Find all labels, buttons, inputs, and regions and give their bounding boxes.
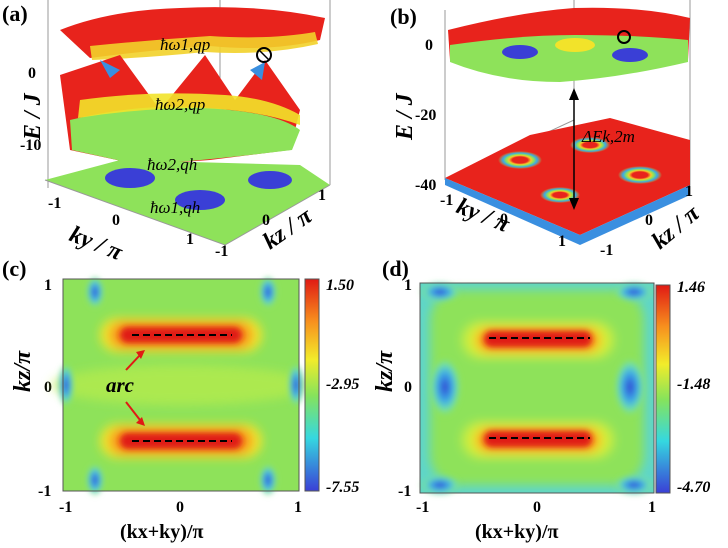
z-axis-label: E / J	[392, 92, 418, 141]
y-tick: 0	[645, 212, 653, 229]
heatmap	[51, 276, 311, 496]
z-tick: -20	[415, 107, 436, 124]
x-tick: -1	[416, 499, 429, 516]
blue-minima	[58, 276, 304, 496]
panel-d: (d) kz/π 1 0 -1	[372, 256, 710, 543]
y-tick: -1	[600, 242, 613, 259]
panel-label: (c)	[2, 256, 26, 281]
y-tick: 1	[318, 187, 326, 204]
band-label: ħω1,qh	[150, 198, 200, 217]
lower-band-blue-spot	[105, 168, 155, 188]
upper-band-yellow	[90, 32, 318, 60]
band-label: ħω2,qh	[147, 155, 197, 174]
colorbar-tick: -2.95	[326, 376, 359, 393]
y-tick: 1	[685, 183, 693, 200]
colorbar-tick: 1.50	[326, 277, 354, 294]
panel-label: (b)	[390, 4, 417, 29]
y-tick: -1	[215, 243, 228, 260]
z-tick: 0	[425, 37, 433, 54]
weyl-point-marker	[258, 49, 270, 61]
x-tick: -1	[59, 499, 72, 516]
z-tick: -40	[415, 177, 436, 194]
band-label: ħω2,qp	[155, 95, 205, 114]
x-tick: 1	[648, 499, 656, 516]
blue-minima	[420, 282, 654, 495]
colorbar-tick: -1.48	[677, 376, 710, 393]
box-base-edge	[44, 179, 331, 246]
lower-band-blue-spot	[175, 190, 225, 210]
y-tick: 0	[44, 379, 52, 396]
lower-band-ring	[498, 151, 542, 169]
upper-band-yellow-spot	[555, 38, 595, 52]
x-tick: 1	[186, 231, 194, 248]
arc-arrow	[125, 354, 141, 371]
y-axis-label: kz/π	[10, 350, 36, 392]
panel-label: (a)	[2, 1, 28, 26]
x-tick: 0	[112, 212, 120, 229]
z-axis-label: E / J	[20, 92, 46, 141]
x-tick: 1	[294, 499, 302, 516]
x-axis-label: (kx+ky)/π	[475, 521, 559, 543]
gap-arrow-head	[569, 198, 579, 210]
gap-arrow-head	[569, 88, 579, 100]
lower-band-ring	[570, 137, 610, 153]
x-axis-label: (kx+ky)/π	[120, 521, 204, 543]
colorbar	[304, 278, 320, 492]
upper-band-blue-spot	[502, 45, 538, 59]
lower-band-blue-spot	[248, 171, 292, 189]
panel-c: (c) kz/π 1 0 -1	[2, 256, 359, 543]
x-tick: 0	[176, 499, 184, 516]
x-tick: -1	[440, 192, 453, 209]
y-tick: 0	[262, 212, 270, 229]
arc-arrow	[125, 401, 141, 421]
middle-band-green	[70, 106, 300, 165]
z-tick: 0	[28, 65, 36, 82]
band-label: ħω1,qp	[160, 35, 210, 54]
x-tick: 1	[558, 233, 566, 250]
colorbar-tick: 1.46	[677, 279, 705, 296]
arc-arrow-head	[136, 417, 145, 426]
colorbar-tick: -7.55	[326, 479, 359, 496]
x-tick: 0	[500, 211, 508, 228]
lower-band-bottom	[445, 178, 690, 245]
colorbar	[655, 284, 671, 494]
y-tick: 1	[44, 277, 52, 294]
y-tick: -1	[398, 483, 411, 500]
heatmap	[419, 282, 655, 495]
panel-label: (d)	[382, 256, 409, 281]
arc-annotation: arc	[106, 373, 135, 397]
panel-a: (a) ħω1,qp ħω2,qp ħω2,qh ħω1,qh E / J 0 …	[2, 0, 331, 266]
arc-arrow-head	[136, 350, 145, 359]
z-tick: -10	[20, 137, 41, 154]
middle-band-yellow	[78, 93, 300, 125]
lower-band-surface	[445, 118, 690, 235]
x-tick: 0	[533, 499, 541, 516]
gap-label: ΔEk,2m	[581, 127, 635, 146]
lower-band-ring	[618, 166, 662, 184]
x-tick: -1	[48, 195, 61, 212]
y-tick: -1	[38, 483, 51, 500]
colorbar-tick: -4.70	[677, 479, 710, 496]
weyl-point-marker	[256, 47, 272, 63]
y-tick: 1	[404, 277, 412, 294]
weyl-point-marker	[617, 30, 631, 44]
upper-band-blue-spot	[612, 48, 648, 62]
y-tick: 0	[404, 379, 412, 396]
panel-b: (b) ΔEk,2m E / J 0 -20 -40 -1 0 1	[390, 0, 705, 259]
y-axis-label: kz/π	[372, 350, 398, 392]
